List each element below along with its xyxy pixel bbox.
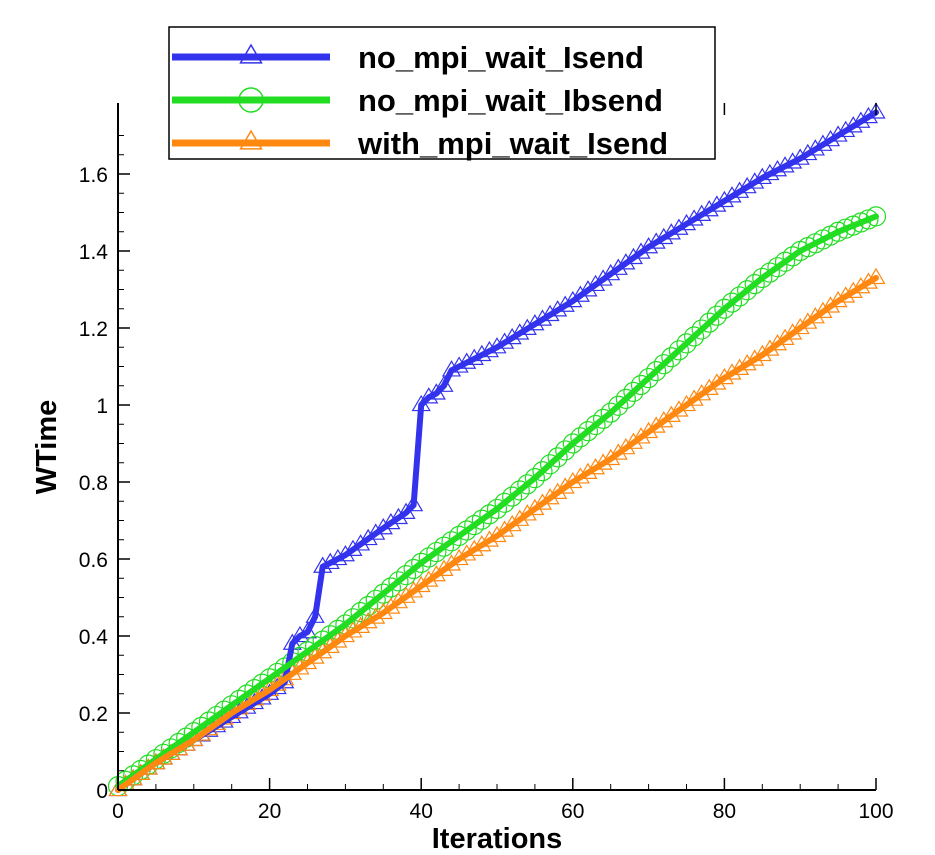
data-point-marker	[486, 498, 508, 520]
data-point-marker	[630, 374, 652, 396]
data-point-marker	[623, 381, 644, 403]
data-point-marker	[782, 246, 803, 267]
legend: no_mpi_wait_Isend no_mpi_wait_Ibsend with_…	[168, 26, 716, 161]
legend-marker	[238, 87, 264, 113]
y-tick-label: 1.2	[79, 318, 108, 341]
data-point-marker	[744, 274, 765, 295]
series-line	[115, 274, 879, 793]
data-point-marker	[706, 305, 727, 326]
data-point-marker	[570, 427, 591, 448]
y-tick-label: 0.4	[79, 626, 109, 649]
data-point-marker	[737, 280, 758, 301]
data-point-marker	[517, 474, 538, 495]
y-tick-label: 1.4	[79, 241, 109, 264]
y-tick-label: 1	[96, 395, 108, 418]
data-point-marker	[388, 571, 409, 592]
legend-label: with_mpi_wait_Isend	[357, 126, 668, 161]
data-point-marker	[555, 440, 576, 461]
data-point-marker	[615, 388, 636, 409]
data-point-marker	[464, 515, 485, 536]
x-tick-label: 60	[561, 800, 584, 823]
x-tick-label: 40	[410, 800, 433, 823]
data-point-marker	[752, 267, 773, 289]
data-point-marker	[441, 531, 462, 552]
x-axis-title: Iterations	[432, 823, 563, 855]
data-point-marker	[759, 262, 780, 283]
data-point-marker	[699, 312, 720, 333]
legend-marker	[239, 43, 263, 64]
x-tick-label: 100	[858, 800, 893, 823]
x-tick-label: 20	[258, 800, 281, 823]
data-point-marker	[433, 536, 455, 557]
data-point-marker	[729, 286, 750, 307]
data-point-marker	[661, 347, 682, 368]
data-point-marker	[456, 520, 477, 541]
x-tick-label: 0	[112, 800, 124, 823]
data-point-marker	[866, 267, 886, 285]
y-tick-label: 1.6	[79, 164, 108, 187]
data-point-marker	[691, 319, 712, 340]
data-point-marker	[502, 486, 523, 507]
data-point-marker	[767, 257, 788, 278]
data-point-marker	[608, 395, 629, 416]
data-point-marker	[865, 206, 887, 227]
data-point-marker	[638, 367, 659, 389]
data-point-marker	[426, 541, 447, 563]
data-point-marker	[653, 354, 674, 375]
data-point-marker	[509, 480, 530, 501]
series-line	[115, 213, 879, 790]
data-point-marker	[358, 595, 379, 617]
data-point-marker	[403, 558, 424, 580]
data-point-marker	[646, 361, 667, 382]
data-point-marker	[471, 509, 492, 530]
data-point-marker	[524, 468, 546, 489]
data-point-marker	[404, 494, 424, 512]
data-point-marker	[350, 602, 371, 623]
data-point-marker	[676, 333, 697, 354]
legend-entries: no_mpi_wait_Isend no_mpi_wait_Ibsend with_…	[172, 40, 668, 161]
data-point-marker	[714, 298, 735, 319]
data-point-marker	[494, 492, 515, 513]
legend-marker	[239, 129, 263, 150]
data-point-marker	[721, 292, 743, 313]
line-layer	[115, 109, 879, 793]
marker-layer	[107, 102, 887, 797]
data-point-marker	[449, 525, 470, 547]
data-point-marker	[593, 408, 614, 429]
axes	[117, 103, 876, 791]
y-axis-title: WTime	[31, 400, 63, 495]
data-point-marker	[479, 504, 500, 525]
data-point-marker	[774, 251, 796, 272]
data-point-marker	[683, 326, 705, 347]
data-point-marker	[562, 433, 583, 454]
data-point-marker	[411, 552, 432, 573]
data-point-marker	[539, 454, 561, 475]
data-point-marker	[297, 621, 318, 639]
y-tick-label: 0.8	[79, 472, 108, 495]
series-line	[115, 109, 879, 793]
legend-label: no_mpi_wait_Isend	[358, 40, 644, 75]
y-tick-label: 0.6	[79, 549, 108, 572]
data-point-marker	[434, 375, 454, 392]
data-point-marker	[668, 340, 690, 361]
data-point-marker	[585, 414, 606, 436]
y-tick-label: 0.2	[79, 703, 108, 726]
legend-label: no_mpi_wait_Ibsend	[358, 83, 663, 118]
data-point-marker	[342, 608, 364, 629]
data-point-marker	[866, 102, 886, 119]
x-tick-label: 80	[713, 800, 736, 823]
data-point-marker	[547, 447, 568, 468]
data-point-marker	[380, 577, 401, 598]
data-point-marker	[395, 565, 417, 586]
y-tick-label: 0	[96, 780, 108, 803]
tick-layer: 0 20 40 60 80 100 0 0.2 0.4 0.6 0.8 1 1.2 1.4 1.6	[79, 103, 894, 823]
data-point-marker	[418, 547, 439, 568]
data-point-marker	[532, 461, 553, 482]
data-point-marker	[600, 402, 621, 423]
data-point-marker	[577, 421, 599, 442]
